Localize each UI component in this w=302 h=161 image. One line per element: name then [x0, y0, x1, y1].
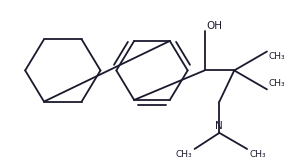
- Text: CH₃: CH₃: [249, 150, 266, 159]
- Text: CH₃: CH₃: [269, 52, 285, 62]
- Text: CH₃: CH₃: [176, 150, 193, 159]
- Text: N: N: [216, 121, 223, 131]
- Text: OH: OH: [207, 21, 223, 31]
- Text: CH₃: CH₃: [269, 79, 285, 88]
